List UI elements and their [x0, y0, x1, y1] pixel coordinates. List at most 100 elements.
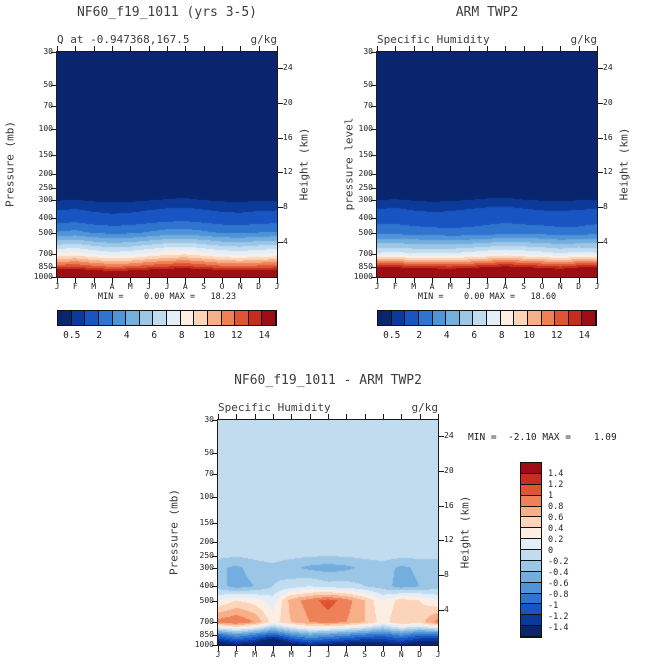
month-label: O — [219, 282, 225, 291]
month-tick-mark — [148, 278, 150, 283]
colorbar-swatch — [541, 311, 556, 325]
height-tick-label: 24 — [283, 62, 293, 72]
right-axis-title: Height (km) — [458, 495, 472, 569]
colorbar-swatch — [521, 560, 541, 572]
month-tick-mark — [395, 46, 397, 51]
month-tick-mark — [468, 46, 470, 51]
month-tick-mark — [468, 278, 470, 283]
pressure-tick-label: 500 — [199, 595, 214, 605]
right-axis-title: Height (km) — [617, 127, 631, 201]
subtitle-row: Q at -0.947368,167.5 g/kg — [57, 33, 277, 46]
month-label: M — [252, 650, 258, 659]
height-tick-label: 4 — [283, 237, 288, 247]
colorbar-swatch — [262, 311, 276, 325]
pressure-tick-label: 300 — [38, 194, 53, 204]
month-label: S — [362, 650, 368, 659]
colorbar-swatch — [112, 311, 127, 325]
height-tick-mark — [439, 575, 444, 577]
pressure-tick-label: 400 — [358, 213, 373, 223]
colorbar-tick-label: -1.2 — [548, 612, 569, 622]
colorbar-horizontal: 0.5 2 4 6 8 10 12 14 — [57, 310, 277, 341]
height-tick-mark — [598, 67, 603, 69]
pressure-tick-mark — [51, 254, 56, 256]
colorbar-swatch — [521, 463, 541, 474]
colorbar-swatch — [378, 311, 392, 325]
month-label: J — [274, 282, 280, 291]
height-tick-label: 12 — [444, 535, 454, 545]
month-tick-mark — [254, 414, 256, 419]
month-tick-mark — [277, 46, 278, 51]
pressure-tick-mark — [212, 622, 217, 624]
month-label: J — [435, 650, 441, 659]
pressure-tick-mark — [51, 106, 56, 108]
month-label: J — [466, 282, 472, 291]
colorbar-tick-label: 0 — [548, 546, 554, 556]
month-tick-mark — [419, 646, 421, 651]
colorbar-swatch — [521, 550, 541, 561]
colorbar-tick-label: -1 — [548, 601, 559, 611]
pressure-tick-mark — [212, 634, 217, 636]
pressure-tick-mark — [371, 266, 376, 268]
month-label: J — [307, 650, 313, 659]
pressure-tick-label: 50 — [363, 79, 373, 89]
pressure-tick-label: 100 — [199, 492, 214, 502]
colorbar-tick-label: -0.4 — [548, 568, 569, 578]
colorbar-tick-label: -1.4 — [548, 623, 569, 633]
colorbar-swatch — [459, 311, 474, 325]
month-tick-mark — [328, 414, 329, 419]
colorbar-swatch — [487, 311, 501, 325]
pressure-tick-mark — [51, 173, 56, 175]
month-tick-mark — [450, 46, 452, 51]
pressure-tick-mark — [212, 523, 217, 525]
colorbar-tick-label: 0.8 — [548, 502, 564, 512]
pressure-tick-label: 850 — [38, 261, 53, 271]
panel-title: ARM TWP2 — [455, 5, 519, 20]
pressure-tick-label: 400 — [199, 581, 214, 591]
colorbar-swatch — [167, 311, 181, 325]
colorbar-tick-label: 12 — [551, 330, 563, 341]
month-tick-mark — [432, 278, 433, 283]
month-tick-mark — [277, 278, 278, 283]
month-tick-mark — [542, 46, 543, 51]
field-subtitle: Specific Humidity — [218, 401, 331, 414]
month-tick-mark — [167, 46, 168, 51]
month-label: F — [72, 282, 78, 291]
pressure-tick-mark — [51, 199, 56, 201]
month-label: A — [182, 282, 188, 291]
pressure-tick-label: 700 — [358, 249, 373, 259]
colorbar-swatch — [521, 495, 541, 507]
month-tick-mark — [309, 414, 311, 419]
colorbar-swatch — [555, 311, 569, 325]
colorbar-horizontal: 0.5 2 4 6 8 10 12 14 — [377, 310, 597, 341]
pressure-tick-label: 150 — [199, 518, 214, 528]
month-tick-mark — [364, 414, 366, 419]
field-subtitle: Q at -0.947368,167.5 — [57, 33, 190, 46]
month-tick-mark — [346, 414, 348, 419]
colorbar-swatch — [521, 582, 541, 594]
month-label: D — [417, 650, 423, 659]
colorbar-swatch — [521, 626, 541, 637]
height-tick-mark — [598, 137, 603, 139]
height-tick-mark — [439, 470, 444, 472]
month-tick-mark — [438, 414, 439, 419]
pressure-tick-mark — [212, 474, 217, 476]
colorbar-swatch — [207, 311, 222, 325]
pressure-tick-label: 150 — [358, 150, 373, 160]
pressure-tick-mark — [212, 586, 217, 588]
month-label: A — [343, 650, 349, 659]
month-tick-mark — [328, 646, 329, 651]
month-tick-mark — [487, 46, 488, 51]
month-label: A — [109, 282, 115, 291]
pressure-tick-label: 1000 — [353, 272, 373, 281]
panel-difference: NF60_f19_1011 - ARM TWP2 Specific Humidi… — [168, 373, 617, 659]
colorbar-swatch — [85, 311, 99, 325]
height-tick-label: 24 — [444, 430, 454, 440]
pressure-tick-label: 200 — [358, 168, 373, 178]
month-label: J — [594, 282, 600, 291]
pressure-tick-mark — [371, 199, 376, 201]
colorbar-tick-label: 0.4 — [548, 524, 564, 534]
height-tick-mark — [598, 172, 603, 174]
colorbar-swatch — [521, 506, 541, 518]
month-label: J — [484, 282, 490, 291]
month-tick-mark — [240, 278, 242, 283]
